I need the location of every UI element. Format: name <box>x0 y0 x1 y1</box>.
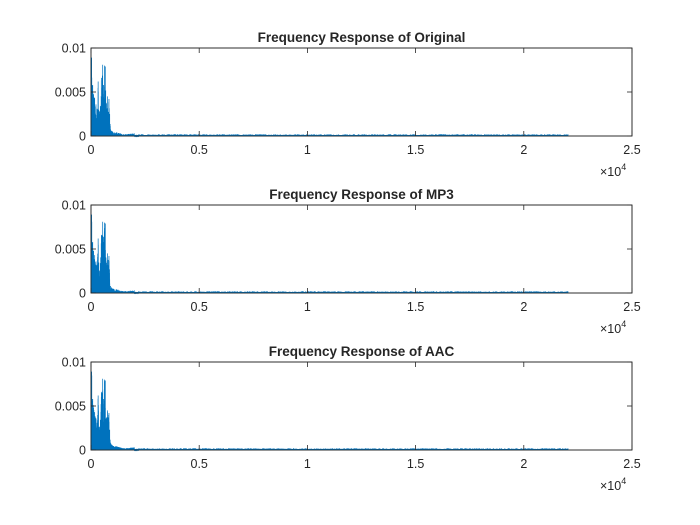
x-exponent-label: ×104 <box>600 162 626 179</box>
y-tick-label: 0 <box>79 287 86 301</box>
x-tick-label: 0 <box>88 457 95 471</box>
subplot-2: 0 0.5 1 1.5 2 2.5 0 0.005 0.01 Frequency Response… <box>55 187 641 336</box>
x-exponent-power: 4 <box>621 319 626 329</box>
y-tick-label: 0.01 <box>62 356 86 370</box>
x-exponent-base: ×10 <box>600 322 621 336</box>
x-tick-label: 2 <box>520 300 527 314</box>
x-tick-label: 0 <box>88 143 95 157</box>
x-tick-label: 1 <box>304 300 311 314</box>
x-tick-label: 0.5 <box>191 143 208 157</box>
subplot-title: Frequency Response of AAC <box>269 344 455 359</box>
x-exponent-base: ×10 <box>600 479 621 493</box>
x-tick-label: 0 <box>88 300 95 314</box>
subplot-title: Frequency Response of Original <box>258 30 466 45</box>
axes-box <box>90 204 633 294</box>
x-exponent-base: ×10 <box>600 165 621 179</box>
x-exponent-label: ×104 <box>600 476 626 493</box>
x-tick-label: 1.5 <box>407 457 424 471</box>
subplot-3: 0 0.5 1 1.5 2 2.5 0 0.005 0.01 Frequency Response… <box>55 344 641 493</box>
x-exponent-power: 4 <box>621 476 626 486</box>
subplot-title: Frequency Response of MP3 <box>269 187 454 202</box>
y-tick-label: 0.005 <box>55 243 86 257</box>
x-tick-label: 0.5 <box>191 300 208 314</box>
y-tick-label: 0 <box>79 130 86 144</box>
x-tick-label: 1.5 <box>407 300 424 314</box>
x-tick-label: 1.5 <box>407 143 424 157</box>
y-tick-label: 0 <box>79 444 86 458</box>
subplot-1: 0 0.5 1 1.5 2 2.5 0 0.005 0.01 Frequency Response… <box>55 30 641 179</box>
x-tick-label: 2 <box>520 457 527 471</box>
x-tick-label: 0.5 <box>191 457 208 471</box>
x-tick-label: 1 <box>304 457 311 471</box>
x-exponent-label: ×104 <box>600 319 626 336</box>
x-tick-label: 2 <box>520 143 527 157</box>
x-tick-label: 2.5 <box>623 143 640 157</box>
x-tick-label: 2.5 <box>623 300 640 314</box>
x-tick-label: 2.5 <box>623 457 640 471</box>
x-exponent-power: 4 <box>621 162 626 172</box>
axes-box <box>90 361 633 451</box>
y-tick-label: 0.005 <box>55 400 86 414</box>
y-tick-label: 0.01 <box>62 199 86 213</box>
y-tick-label: 0.005 <box>55 86 86 100</box>
x-tick-label: 1 <box>304 143 311 157</box>
y-tick-label: 0.01 <box>62 42 86 56</box>
axes-box <box>90 47 633 137</box>
